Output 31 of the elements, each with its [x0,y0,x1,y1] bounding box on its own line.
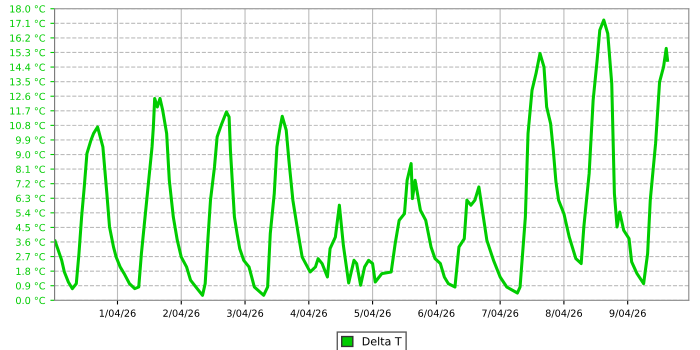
y-tick-label: 9.9 °C [16,136,46,144]
y-tick-label: 17.1 °C [10,20,46,28]
y-tick-label: 1.8 °C [16,268,46,275]
y-tick-label: 3.6 °C [16,238,46,246]
y-tick-label: 2.7 °C [16,253,46,260]
y-tick-label: 4.5 °C [16,224,46,232]
y-tick-label: 6.3 °C [16,194,46,202]
x-tick-label: 4/04/26 [290,310,327,318]
y-tick-label: 0.0 °C [16,296,46,304]
y-tick-label: 14.4 °C [10,64,46,71]
x-tick-label: 2/04/26 [163,310,200,318]
x-tick-label: 7/04/26 [482,310,518,318]
y-tick-label: 10.8 °C [10,122,46,130]
y-tick-label: 15.3 °C [10,48,46,56]
x-tick-label: 6/04/26 [418,310,454,318]
x-tick-label: 8/04/26 [546,310,582,318]
y-tick-label: 8.1 °C [16,166,46,173]
x-tick-label: 5/04/26 [354,310,391,318]
x-tick-label: 3/04/26 [227,310,264,318]
y-tick-label: 5.4 °C [16,209,46,217]
y-tick-label: 9.0 °C [16,151,46,158]
x-tick-label: 1/04/26 [100,310,136,318]
y-tick-label: 0.9 °C [16,282,46,290]
y-tick-label: 13.5 °C [10,78,46,86]
y-tick-label: 12.6 °C [10,92,46,100]
y-tick-label: 18.0 °C [10,5,46,13]
x-tick-label: 9/04/26 [610,310,646,318]
y-tick-label: 7.2 °C [16,180,46,188]
legend-label: Delta T [362,336,402,346]
y-tick-label: 16.2 °C [10,34,46,42]
y-tick-label: 11.7 °C [10,107,46,115]
